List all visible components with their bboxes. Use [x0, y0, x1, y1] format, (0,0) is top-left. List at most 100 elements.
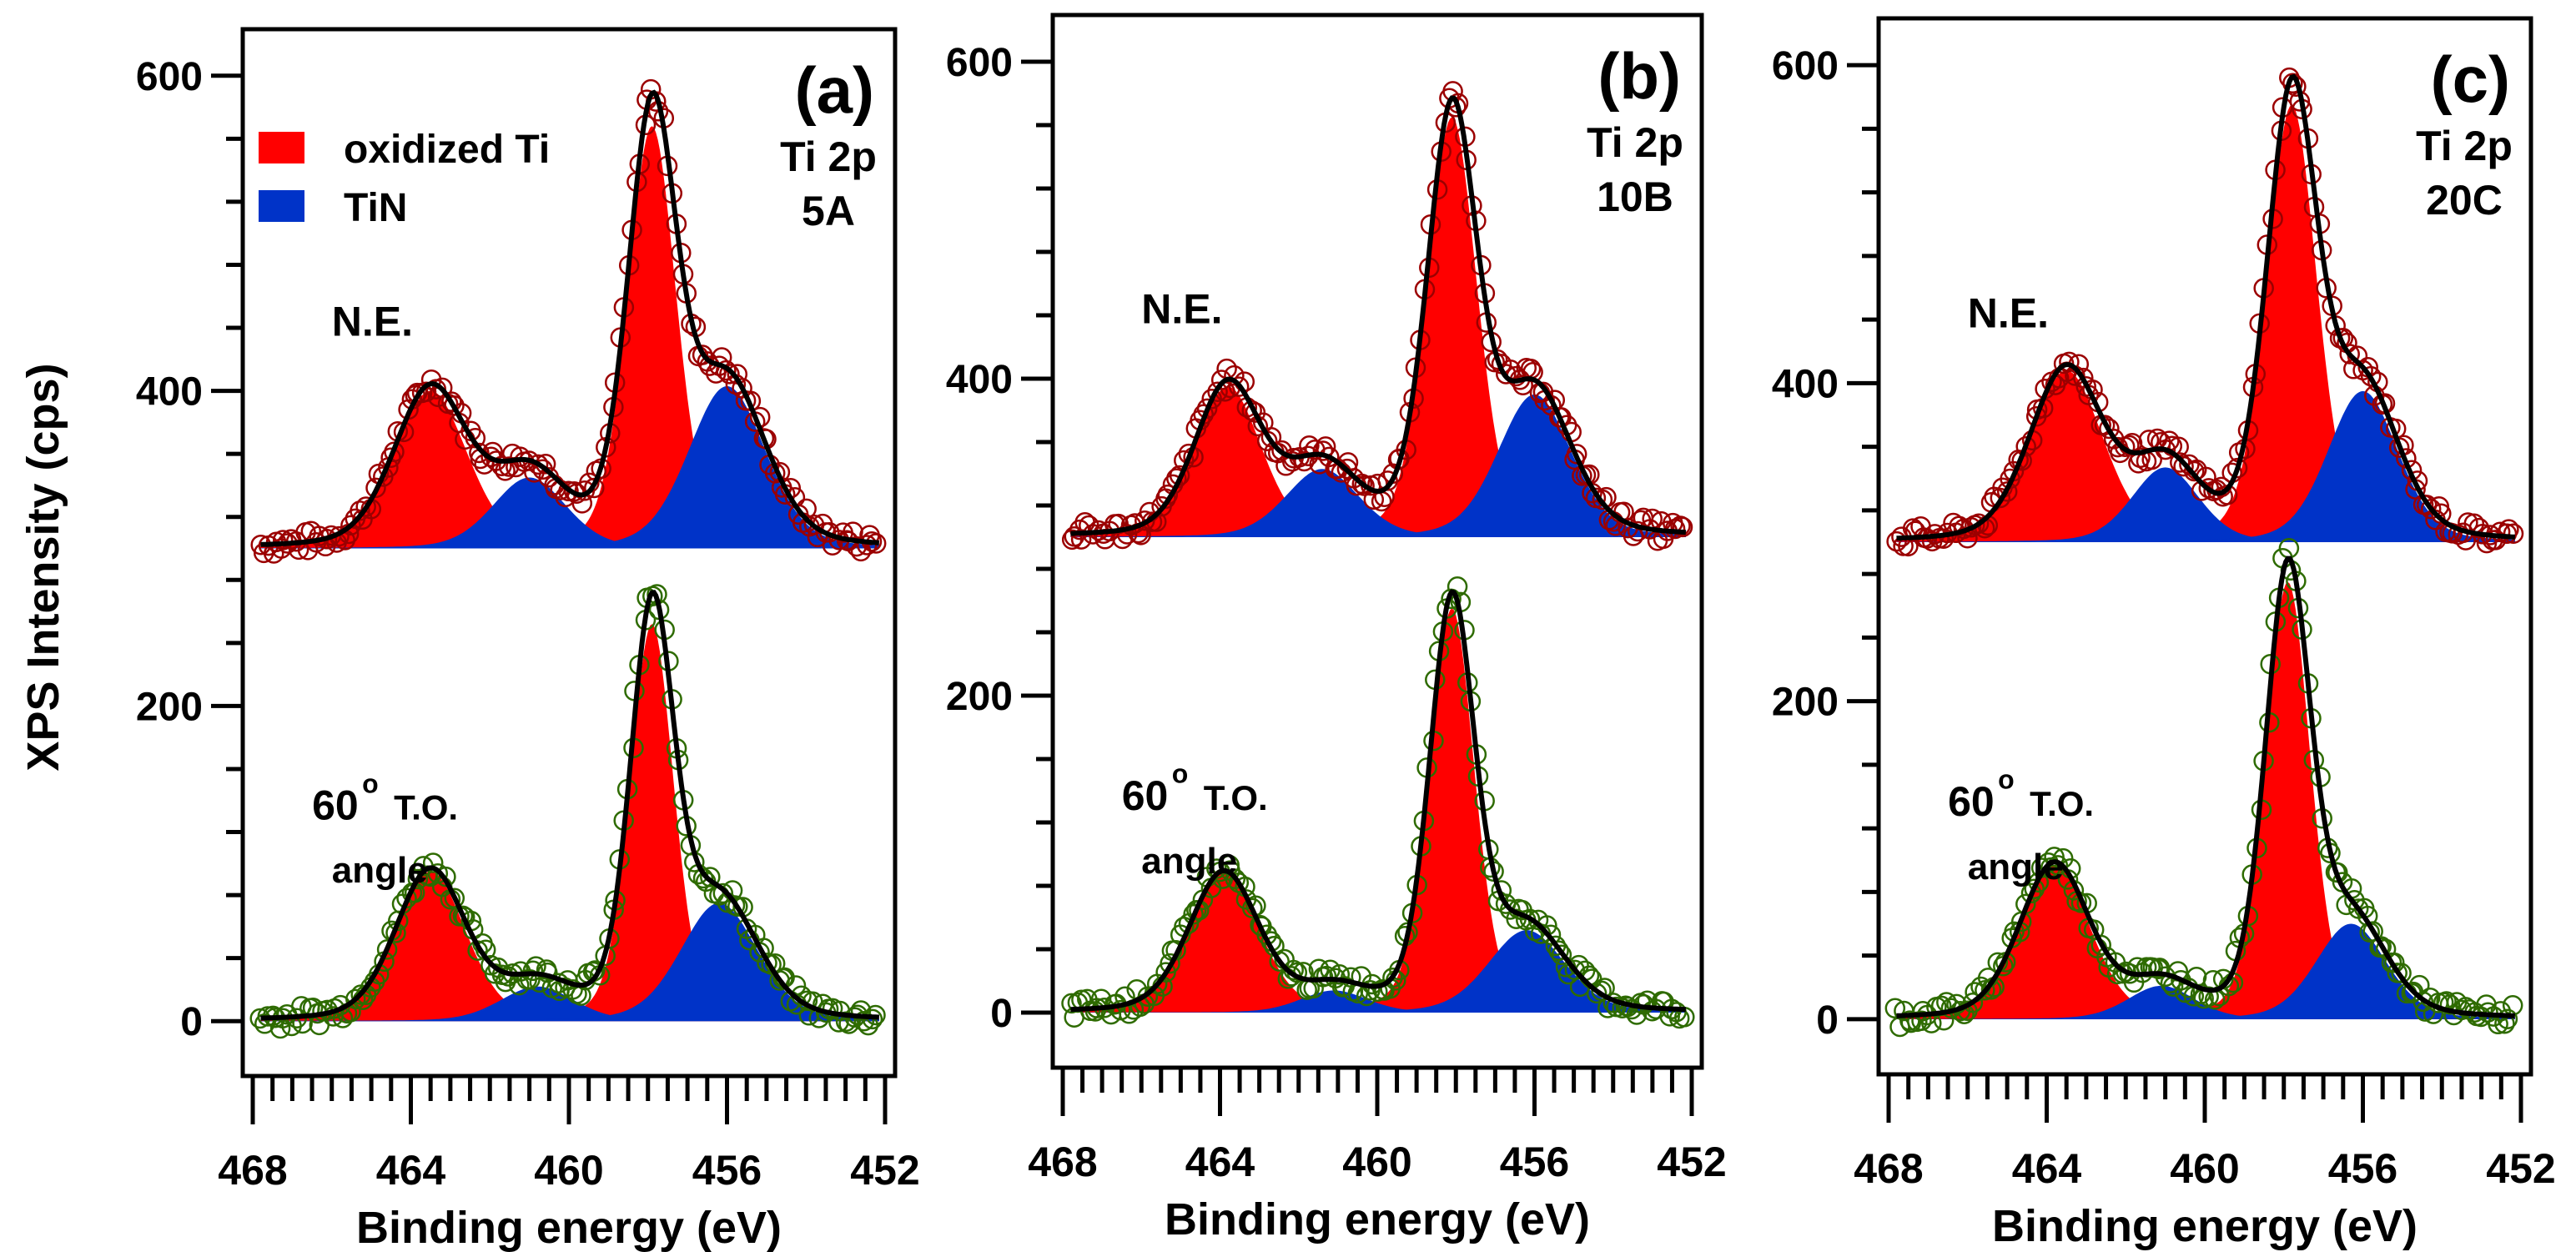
data-point: [527, 454, 549, 475]
x-tick-label: 468: [218, 1147, 287, 1194]
y-tick-label: 400: [1772, 362, 1839, 406]
data-point: [1627, 520, 1648, 542]
x-tick-label: 460: [1342, 1139, 1411, 1185]
sample-name: 10B: [1597, 173, 1673, 220]
y-tick-label: 400: [946, 358, 1013, 402]
component-tin: [1896, 923, 2515, 1019]
component-tin: [1070, 395, 1686, 537]
data-point: [1911, 1010, 1932, 1031]
panel-a: 0 200 400 600 468 464 460 456 452 Binding energy …: [136, 27, 920, 1252]
data-point: [1968, 513, 1990, 534]
x-tick-label: 460: [2170, 1145, 2239, 1192]
ne-annotation: N.E.: [1141, 286, 1222, 333]
data-point: [272, 530, 294, 551]
angle-annotation-angle: angle: [332, 850, 428, 891]
data-point: [2503, 523, 2524, 544]
data-point: [1312, 440, 1334, 461]
data-point: [2497, 1008, 2518, 1029]
component-tin: [1070, 469, 1686, 537]
data-point: [846, 535, 868, 557]
angle-annotation-to: T.O.: [1204, 778, 1268, 817]
data-point: [1551, 944, 1572, 966]
x-tick-label: 456: [1500, 1139, 1569, 1185]
component-oxidized-ti: [1896, 865, 2515, 1019]
angle-annotation-degrees: 60: [1122, 772, 1169, 819]
sample-name: 5A: [802, 188, 855, 234]
y-tick-label: 200: [946, 675, 1013, 719]
data-point: [2282, 73, 2303, 94]
spectrum-title: Ti 2p: [2416, 123, 2513, 169]
y-tick-label: 600: [136, 55, 203, 99]
x-tick-label: 452: [850, 1147, 919, 1194]
panel-label: (a): [795, 53, 874, 127]
data-point: [1990, 487, 2011, 509]
data-point: [2391, 963, 2412, 983]
angle-annotation-to: T.O.: [2030, 784, 2094, 823]
series-to: [249, 584, 886, 1039]
x-tick-label: 456: [692, 1147, 762, 1194]
data-point: [415, 381, 437, 402]
component-tin: [1896, 985, 2515, 1019]
y-tick-label: 0: [990, 992, 1013, 1036]
y-tick-label: 600: [946, 41, 1013, 85]
x-tick-label: 464: [1185, 1139, 1255, 1185]
data-point: [491, 455, 512, 476]
data-point: [2184, 460, 2205, 482]
series-to: [1884, 538, 2523, 1038]
data-point: [558, 480, 579, 502]
data-point: [1592, 489, 1613, 510]
data-point: [712, 882, 734, 904]
data-point: [1316, 965, 1337, 987]
component-tin: [1070, 990, 1686, 1013]
component-oxidized-ti: [1070, 386, 1686, 537]
data-point: [2020, 882, 2042, 904]
angle-annotation-degree-sign: o: [1998, 764, 2015, 794]
series-ne: [250, 78, 887, 564]
data-point: [2090, 934, 2111, 956]
data-point: [1271, 440, 1292, 461]
data-point: [856, 535, 878, 556]
legend: oxidized Ti TiN: [259, 128, 550, 230]
data-point: [1672, 516, 1693, 538]
x-axis-label: Binding energy (eV): [1992, 1201, 2418, 1251]
data-point: [422, 852, 444, 873]
data-point: [862, 1008, 883, 1030]
legend-swatch-oxidized: [259, 132, 304, 163]
component-tin: [260, 385, 879, 549]
fit-envelope-line: [260, 590, 880, 1021]
ne-annotation: N.E.: [1968, 290, 2049, 337]
panel-label: (b): [1597, 39, 1681, 113]
angle-annotation-degrees: 60: [312, 782, 359, 828]
angle-annotation-degree-sign: o: [362, 768, 379, 798]
data-point: [700, 867, 721, 887]
spectrum-title: Ti 2p: [780, 133, 877, 180]
data-point: [407, 868, 429, 890]
fit-envelope-line: [1070, 95, 1687, 536]
data-point: [1975, 980, 1995, 1001]
data-point: [520, 969, 541, 990]
x-tick-label: 452: [2486, 1145, 2555, 1192]
data-point: [853, 1010, 875, 1032]
data-point: [1116, 524, 1138, 545]
data-point: [2226, 457, 2248, 479]
data-point: [1540, 924, 1562, 945]
component-oxidized-ti: [260, 871, 879, 1022]
data-point: [716, 360, 737, 381]
panel-label: (c): [2431, 43, 2510, 116]
series-ne: [1886, 67, 2524, 557]
component-tin: [1896, 467, 2515, 542]
data-point: [522, 960, 544, 982]
data-point: [1160, 953, 1180, 974]
y-tick-label: 200: [136, 685, 203, 729]
data-point: [1351, 473, 1373, 495]
sample-name: 20C: [2426, 177, 2503, 224]
series-ne: [1061, 81, 1693, 551]
data-point: [2388, 437, 2410, 458]
data-point: [2371, 936, 2392, 957]
legend-label-tin: TiN: [344, 186, 407, 230]
y-tick-label: 0: [180, 1000, 203, 1044]
data-point: [2360, 365, 2382, 387]
data-point: [1496, 364, 1517, 385]
data-point: [1207, 381, 1228, 402]
data-point: [2420, 498, 2442, 520]
